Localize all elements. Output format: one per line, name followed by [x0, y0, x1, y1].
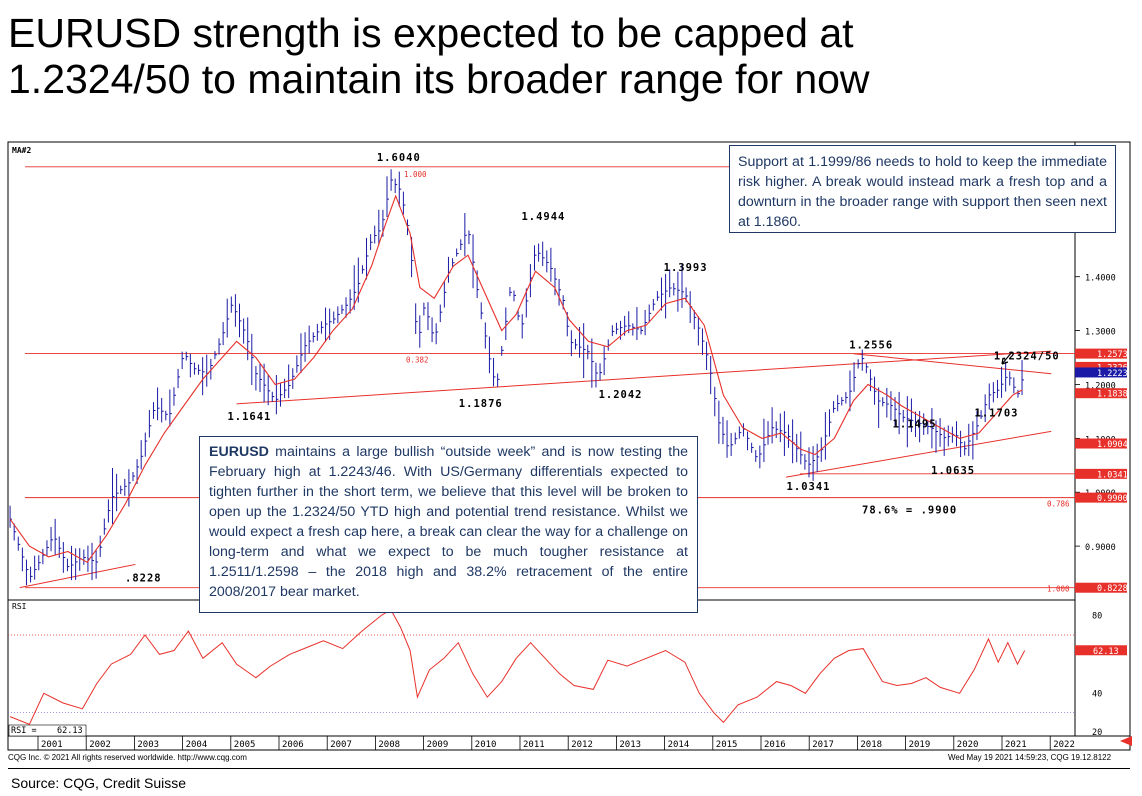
price-annotation: 1.2556 [849, 340, 893, 352]
arrow-down-icon [1001, 351, 1013, 365]
arrow-left-icon [1120, 736, 1132, 746]
price-tag [1075, 468, 1127, 479]
trend-line-uptrend-2000 [19, 563, 136, 589]
moving-average-line [9, 194, 1023, 564]
x-tick-label: 2010 [475, 740, 497, 750]
price-annotation: 1.1641 [227, 411, 271, 423]
rsi-current-tag [1075, 645, 1127, 656]
x-tick-label: 2003 [137, 740, 159, 750]
x-tick-label: 2022 [1053, 740, 1075, 750]
rsi-line [9, 609, 1026, 725]
analysis-note-title: EURUSD [209, 444, 269, 460]
rsi-readout: RSI = 62.13 [11, 726, 83, 736]
price-annotation: 1.0341 [787, 481, 831, 493]
price-tag [1075, 438, 1127, 449]
price-annotation: 1.1703 [975, 407, 1019, 419]
price-tag [1075, 582, 1127, 593]
price-tag-label: 1.2223 [1097, 369, 1128, 379]
rsi-tick-label: 40 [1092, 689, 1102, 699]
x-tick-label: 2021 [1005, 740, 1027, 750]
x-tick-label: 2013 [619, 740, 641, 750]
support-note-text: Support at 1.1999/86 needs to hold to ke… [738, 154, 1107, 230]
price-tag-label: 1.1838 [1097, 390, 1128, 400]
trend-line-uptrend-2005 [236, 350, 1052, 405]
price-tag [1075, 361, 1127, 372]
divider [8, 768, 1130, 769]
title-line-2: 1.2324/50 to maintain its broader range … [8, 56, 870, 102]
page-title: EURUSD strength is expected to be capped… [8, 10, 1128, 102]
rsi-readout-box [8, 724, 87, 737]
price-tag [1075, 492, 1127, 503]
price-tag-label: 0.9900 [1097, 494, 1128, 504]
x-tick-label: 2012 [571, 740, 593, 750]
price-annotation: 1.2042 [599, 389, 643, 401]
trend-line-uptrend-2017 [786, 430, 1052, 478]
x-tick-label: 2008 [378, 740, 400, 750]
x-tick-label: 2017 [812, 740, 834, 750]
analysis-note-text: maintains a large bullish “outside week”… [209, 444, 688, 600]
rsi-tick-label: 20 [1092, 728, 1102, 738]
fib-label: 1.000 [1047, 585, 1070, 594]
x-tick-label: 2016 [764, 740, 786, 750]
price-tag [1075, 348, 1127, 359]
rsi-panel-frame [7, 599, 1076, 737]
x-tick-label: 2006 [282, 740, 304, 750]
price-tag-label: 1.2573 [1097, 350, 1128, 360]
support-note: Support at 1.1999/86 needs to hold to ke… [729, 145, 1116, 233]
price-tag-label: 1.0904 [1097, 440, 1128, 450]
copyright: CQG Inc. © 2021 All rights reserved worl… [8, 753, 247, 762]
price-annotation: 1.6040 [377, 152, 421, 164]
price-tag-label: 1.0341 [1097, 470, 1128, 480]
title-line-1: EURUSD strength is expected to be capped… [8, 10, 854, 56]
x-tick-label: 2005 [234, 740, 256, 750]
fib-label: 0.382 [406, 356, 429, 365]
x-tick-label: 2007 [330, 740, 352, 750]
price-annotation: 1.4944 [521, 211, 565, 223]
price-annotation: 1.0635 [931, 465, 975, 477]
price-annotation: 1.1495 [893, 419, 937, 431]
price-annotation: 1.2324/50 [994, 351, 1060, 363]
source-line: Source: CQG, Credit Suisse [11, 775, 187, 791]
y-tick-label: 1.4000 [1085, 274, 1116, 284]
price-tag [1075, 367, 1127, 378]
x-tick-label: 2018 [860, 740, 882, 750]
timestamp: Wed May 19 2021 14:59:23, CQG 19.12.8122 [948, 753, 1112, 762]
panel-label: MA#2 [12, 146, 31, 155]
price-annotation: 1.1876 [459, 398, 503, 410]
x-tick-label: 2020 [957, 740, 979, 750]
x-tick-label: 2001 [41, 740, 63, 750]
fib-label: 0.786 [1047, 500, 1070, 509]
rsi-label: RSI [12, 602, 27, 611]
x-tick-label: 2011 [523, 740, 545, 750]
rsi-current-label: 62.13 [1093, 647, 1119, 657]
y-tick-label: 1.2000 [1085, 381, 1116, 391]
x-tick-label: 2014 [668, 740, 690, 750]
rsi-tick-label: 80 [1092, 612, 1102, 622]
analysis-note: EURUSD maintains a large bullish “outsid… [199, 436, 698, 613]
x-tick-label: 2004 [186, 740, 208, 750]
y-tick-label: 1.3000 [1085, 328, 1116, 338]
price-tag [1075, 388, 1127, 399]
fib-label: 1.000 [404, 170, 427, 179]
price-annotation: .8228 [125, 573, 162, 585]
price-tag-label: 0.8228 [1097, 584, 1128, 594]
trend-line-resistance-2018 [853, 353, 1052, 375]
price-annotation: 1.3993 [664, 262, 708, 274]
price-annotation: 78.6% = .9900 [862, 505, 957, 517]
x-tick-label: 2002 [89, 740, 111, 750]
y-tick-label: 0.9000 [1085, 543, 1116, 553]
x-tick-label: 2009 [427, 740, 449, 750]
x-tick-label: 2015 [716, 740, 738, 750]
x-tick-label: 2019 [909, 740, 931, 750]
